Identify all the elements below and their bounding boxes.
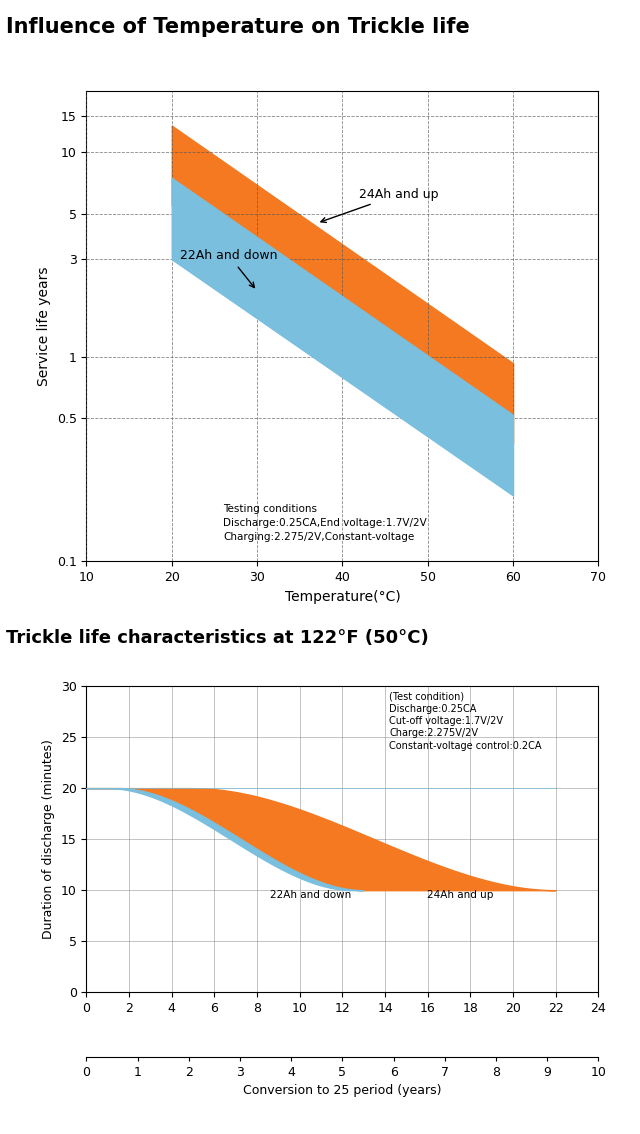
X-axis label: 50 discharge period: 50 discharge period — [273, 1021, 412, 1034]
Text: Influence of Temperature on Trickle life: Influence of Temperature on Trickle life — [6, 17, 470, 37]
Text: 22Ah and down: 22Ah and down — [180, 249, 278, 288]
Y-axis label: Service life years: Service life years — [37, 266, 51, 386]
Text: 24Ah and up: 24Ah and up — [321, 187, 439, 222]
Text: (Test condition)
Discharge:0.25CA
Cut-off voltage:1.7V/2V
Charge:2.275V/2V
Const: (Test condition) Discharge:0.25CA Cut-of… — [389, 692, 542, 751]
X-axis label: Temperature(°C): Temperature(°C) — [285, 590, 400, 603]
Text: 24Ah and up: 24Ah and up — [426, 890, 493, 900]
Y-axis label: Duration of discharge (minutes): Duration of discharge (minutes) — [42, 739, 55, 939]
Text: Testing conditions
Discharge:0.25CA,End voltage:1.7V/2V
Charging:2.275/2V,Consta: Testing conditions Discharge:0.25CA,End … — [223, 503, 427, 542]
X-axis label: Conversion to 25 period (years): Conversion to 25 period (years) — [243, 1084, 442, 1098]
Text: Trickle life characteristics at 122°F (50°C): Trickle life characteristics at 122°F (5… — [6, 629, 429, 648]
Text: 22Ah and down: 22Ah and down — [270, 890, 351, 900]
